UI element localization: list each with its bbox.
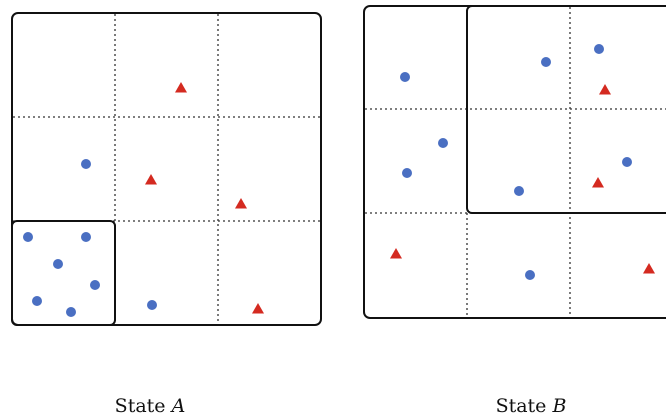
state-b-circle-point-5 [402, 168, 412, 178]
state-b-circle-point-7 [622, 157, 632, 167]
state-b-caption: State B [496, 395, 567, 417]
state-b-triangle-point-4 [643, 263, 655, 274]
state-a-points [23, 82, 264, 317]
state-b-circle-point-2 [541, 57, 551, 67]
state-b-panel [363, 5, 666, 319]
state-a-circle-point-5 [90, 280, 100, 290]
state-a-circle-point-6 [32, 296, 42, 306]
state-a-triangle-point-1 [175, 82, 187, 93]
state-b-circle-point-8 [525, 270, 535, 280]
state-b-points [390, 44, 655, 280]
state-b-triangle-point-3 [390, 248, 402, 259]
state-a-circle-point-2 [23, 232, 33, 242]
state-a-caption: State A [115, 395, 186, 417]
state-a-highlight-region [11, 220, 116, 326]
state-b-circle-point-4 [438, 138, 448, 148]
state-a-caption-text: State [115, 395, 172, 417]
state-b-triangle-point-2 [592, 177, 604, 188]
state-b-triangle-point-1 [599, 84, 611, 95]
state-a-panel [11, 12, 322, 326]
state-a-triangle-point-4 [252, 303, 264, 314]
state-a-triangle-point-2 [145, 174, 157, 185]
state-a-circle-point-8 [147, 300, 157, 310]
state-b-circle-point-1 [400, 72, 410, 82]
state-a-circle-point-4 [53, 259, 63, 269]
state-a-grid [13, 14, 320, 324]
state-a-outer-frame [11, 12, 322, 326]
state-a-triangle-point-3 [235, 198, 247, 209]
state-b-highlight-region [466, 5, 666, 214]
state-b-circle-point-3 [594, 44, 604, 54]
state-b-grid [365, 7, 666, 317]
state-a-circle-point-7 [66, 307, 76, 317]
state-a-circle-point-3 [81, 232, 91, 242]
state-b-circle-point-6 [514, 186, 524, 196]
state-b-caption-text: State [496, 395, 553, 417]
state-a-caption-var: A [170, 395, 186, 417]
state-a-circle-point-1 [81, 159, 91, 169]
state-b-outer-frame [363, 5, 666, 319]
state-b-caption-var: B [551, 395, 566, 417]
